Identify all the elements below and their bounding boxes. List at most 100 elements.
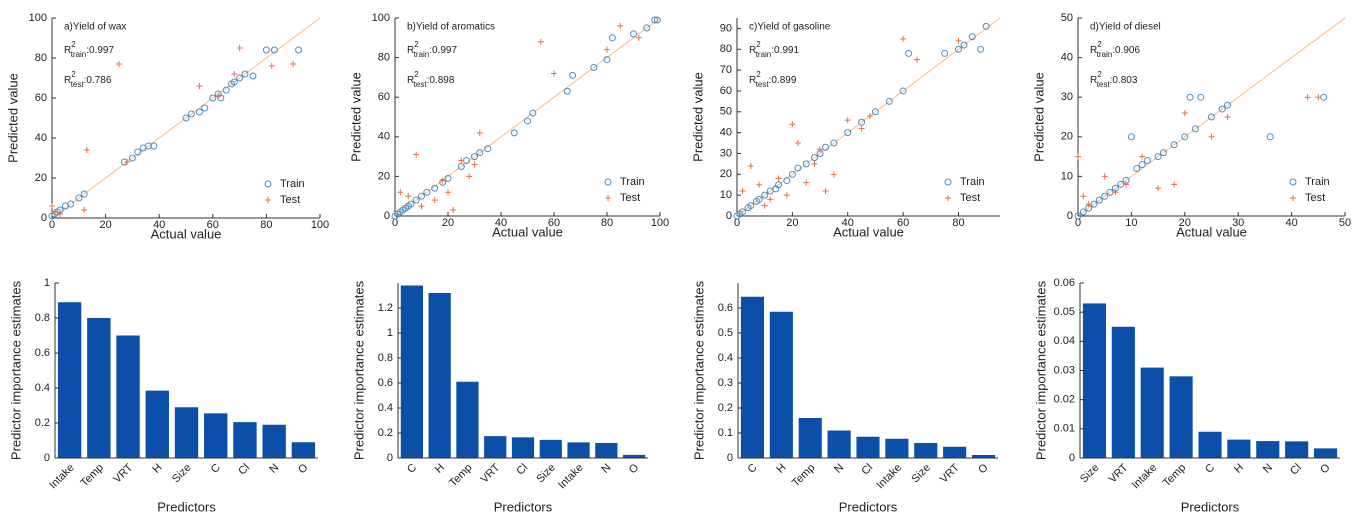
bar xyxy=(1111,326,1135,458)
r2-base: R xyxy=(1090,75,1097,86)
train-point xyxy=(739,208,747,216)
legend-box xyxy=(940,172,996,208)
r2-value: :0.991 xyxy=(771,45,799,56)
test-point xyxy=(418,203,425,210)
y-tick-label: 1.2 xyxy=(378,302,393,314)
legend-symbol xyxy=(264,180,272,188)
y-tick-label: 0.01 xyxy=(1054,423,1075,435)
r2-value: :0.786 xyxy=(84,75,112,86)
test-point xyxy=(476,129,483,136)
legend-label: Train xyxy=(280,178,305,190)
train-point xyxy=(603,56,611,64)
x-tick-label: 0 xyxy=(49,219,55,231)
test-point xyxy=(913,56,920,63)
train-point xyxy=(608,34,616,42)
train-point xyxy=(484,145,492,153)
r2-value: :0.997 xyxy=(429,45,457,56)
x-tick-label: H xyxy=(433,462,447,476)
test-point xyxy=(794,140,801,147)
test-point xyxy=(268,63,275,69)
y-tick-label: 40 xyxy=(378,131,390,143)
y-tick-label: 80 xyxy=(378,52,390,64)
train-point xyxy=(1127,133,1135,141)
train-point xyxy=(1074,212,1082,220)
test-point xyxy=(439,177,446,184)
x-tick-label: C xyxy=(746,462,760,476)
bar xyxy=(145,390,169,458)
r2-sub: train xyxy=(1097,50,1113,59)
x-tick-label: 30 xyxy=(1232,217,1244,229)
test-point xyxy=(1080,193,1087,200)
x-tick-label: C xyxy=(209,462,223,476)
train-point xyxy=(128,154,136,162)
bar xyxy=(233,422,257,458)
y-tick-label: 0 xyxy=(727,452,733,464)
test-point xyxy=(635,34,642,41)
y-tick-label: 0.6 xyxy=(718,302,733,314)
test-point xyxy=(1075,153,1081,160)
y-tick-label: 60 xyxy=(35,92,47,104)
bar xyxy=(484,436,507,458)
y-axis-label: Predicted value xyxy=(1031,72,1046,162)
train-point xyxy=(236,74,244,82)
y-tick-label: 0.4 xyxy=(35,382,50,394)
y-tick-label: 0.04 xyxy=(1054,335,1075,347)
train-point xyxy=(1143,157,1151,165)
bar xyxy=(57,302,82,458)
test-point xyxy=(431,197,438,204)
train-point xyxy=(858,118,866,126)
y-tick-label: 40 xyxy=(1061,52,1073,64)
y-tick-label: 60 xyxy=(378,91,390,103)
r2-sub: test xyxy=(414,80,428,89)
test-point xyxy=(761,202,768,209)
test-point xyxy=(466,173,473,180)
bar xyxy=(87,318,111,458)
r2-sup: 2 xyxy=(71,70,76,79)
panel: Size VRT Intake Temp C H N Cl O 0 0.01 0.02 0.03 0.04… xyxy=(1033,277,1340,514)
x-tick-label: VRT xyxy=(478,462,502,486)
bar xyxy=(116,335,140,458)
bar xyxy=(1285,441,1309,458)
bar xyxy=(511,437,535,458)
train-point xyxy=(222,86,230,94)
test-point xyxy=(215,93,222,99)
y-tick-label: 0 xyxy=(41,212,47,224)
y-tick-label: 0.4 xyxy=(718,352,733,364)
bar xyxy=(740,296,764,458)
x-tick-label: 20 xyxy=(1179,217,1191,229)
x-axis-label: Actual value xyxy=(151,226,222,241)
train-point xyxy=(249,72,257,80)
x-tick-label: Cl xyxy=(1288,462,1304,478)
test-point xyxy=(231,71,238,77)
x-tick-label: Intake xyxy=(47,462,77,492)
y-tick-label: 20 xyxy=(1061,131,1073,143)
x-tick-label: 20 xyxy=(442,217,454,229)
train-point xyxy=(529,109,537,117)
y-axis-label: Predictor importance estimates xyxy=(351,280,366,460)
train-point xyxy=(150,142,158,150)
y-tick-label: 0.02 xyxy=(1054,394,1075,406)
y-tick-label: 0.8 xyxy=(35,312,50,324)
train-point xyxy=(783,177,791,185)
test-point xyxy=(236,45,243,51)
x-tick-label: Size xyxy=(170,462,194,486)
test-point xyxy=(803,179,810,186)
bar xyxy=(1198,431,1222,458)
train-point xyxy=(80,190,88,198)
train-point xyxy=(144,142,152,150)
train-point xyxy=(67,200,75,208)
test-point xyxy=(124,159,131,165)
train-point xyxy=(941,49,949,57)
x-tick-label: 40 xyxy=(1285,217,1297,229)
x-tick-label: N xyxy=(267,462,281,476)
legend-label: Test xyxy=(960,192,980,204)
y-tick-label: 0 xyxy=(1067,210,1073,222)
train-point xyxy=(747,202,755,210)
train-point xyxy=(418,192,425,200)
y-tick-label: 80 xyxy=(35,52,47,64)
test-point xyxy=(1171,181,1178,188)
test-point xyxy=(471,161,478,168)
x-tick-label: H xyxy=(150,462,164,476)
x-tick-label: 50 xyxy=(1339,217,1351,229)
